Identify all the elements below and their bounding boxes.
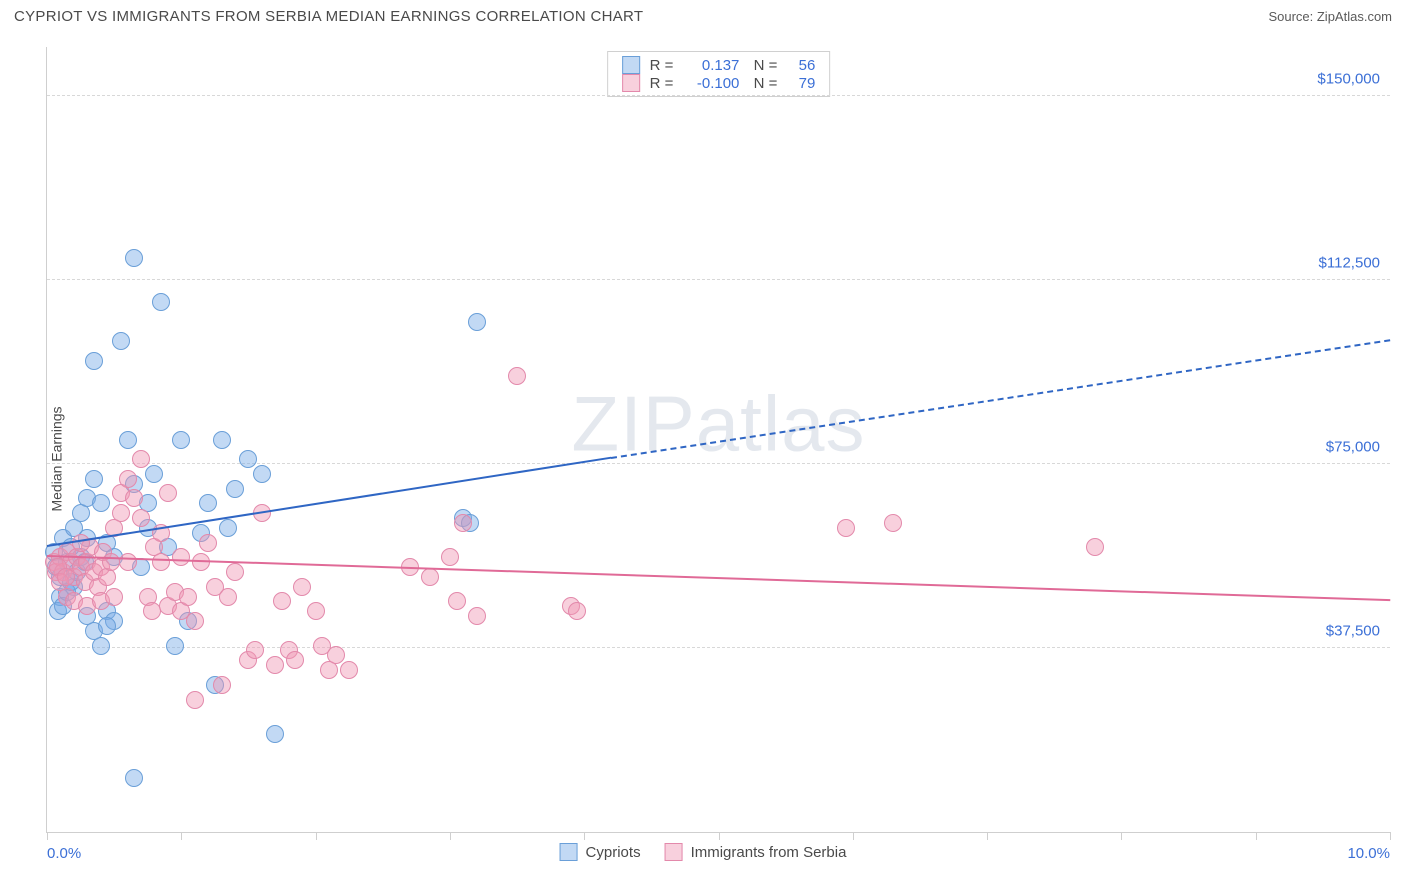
- x-tick: [719, 832, 720, 840]
- x-tick: [181, 832, 182, 840]
- data-point: [1086, 538, 1104, 556]
- x-tick: [987, 832, 988, 840]
- swatch-icon: [665, 843, 683, 861]
- data-point: [179, 588, 197, 606]
- data-point: [125, 489, 143, 507]
- y-tick-label: $150,000: [1317, 71, 1380, 88]
- data-point: [307, 602, 325, 620]
- data-point: [219, 588, 237, 606]
- data-point: [186, 612, 204, 630]
- data-point: [92, 494, 110, 512]
- x-tick-label: 10.0%: [1347, 845, 1390, 862]
- data-point: [132, 450, 150, 468]
- x-tick: [450, 832, 451, 840]
- data-point: [199, 534, 217, 552]
- data-point: [92, 637, 110, 655]
- data-point: [172, 548, 190, 566]
- data-point: [421, 568, 439, 586]
- data-point: [837, 519, 855, 537]
- data-point: [85, 352, 103, 370]
- data-point: [199, 494, 217, 512]
- data-point: [293, 578, 311, 596]
- x-tick-label: 0.0%: [47, 845, 81, 862]
- y-tick-label: $75,000: [1326, 439, 1380, 456]
- data-point: [226, 563, 244, 581]
- data-point: [213, 676, 231, 694]
- data-point: [119, 553, 137, 571]
- data-point: [166, 637, 184, 655]
- y-tick-label: $37,500: [1326, 623, 1380, 640]
- data-point: [119, 431, 137, 449]
- data-point: [273, 592, 291, 610]
- data-point: [145, 465, 163, 483]
- data-point: [246, 641, 264, 659]
- data-point: [253, 465, 271, 483]
- data-point: [152, 293, 170, 311]
- data-point: [468, 607, 486, 625]
- series-legend: Cypriots Immigrants from Serbia: [560, 843, 847, 861]
- data-point: [340, 661, 358, 679]
- x-tick: [853, 832, 854, 840]
- gridline: [47, 95, 1390, 96]
- data-point: [132, 509, 150, 527]
- data-point: [125, 249, 143, 267]
- data-point: [105, 588, 123, 606]
- data-point: [186, 691, 204, 709]
- chart-container: Median Earnings ZIPatlas R =0.137 N =56 …: [0, 29, 1406, 889]
- data-point: [219, 519, 237, 537]
- data-point: [57, 568, 75, 586]
- swatch-series-1: [622, 56, 640, 74]
- data-point: [327, 646, 345, 664]
- data-point: [112, 332, 130, 350]
- legend-row-2: R =-0.100 N =79: [622, 74, 816, 92]
- data-point: [119, 470, 137, 488]
- x-tick: [47, 832, 48, 840]
- data-point: [152, 553, 170, 571]
- x-tick: [1256, 832, 1257, 840]
- legend-item-1: Cypriots: [560, 843, 641, 861]
- x-tick: [1121, 832, 1122, 840]
- correlation-legend: R =0.137 N =56 R =-0.100 N =79: [607, 51, 831, 97]
- y-tick-label: $112,500: [1319, 255, 1380, 272]
- data-point: [454, 514, 472, 532]
- source-label: Source: ZipAtlas.com: [1268, 9, 1392, 24]
- x-tick: [316, 832, 317, 840]
- data-point: [112, 504, 130, 522]
- data-point: [286, 651, 304, 669]
- data-point: [448, 592, 466, 610]
- data-point: [468, 313, 486, 331]
- legend-row-1: R =0.137 N =56: [622, 56, 816, 74]
- trend-line: [47, 555, 1390, 601]
- data-point: [98, 617, 116, 635]
- data-point: [441, 548, 459, 566]
- data-point: [213, 431, 231, 449]
- legend-item-2: Immigrants from Serbia: [665, 843, 847, 861]
- swatch-icon: [560, 843, 578, 861]
- data-point: [85, 470, 103, 488]
- chart-title: CYPRIOT VS IMMIGRANTS FROM SERBIA MEDIAN…: [14, 8, 643, 25]
- x-tick: [584, 832, 585, 840]
- x-tick: [1390, 832, 1391, 840]
- data-point: [239, 450, 257, 468]
- data-point: [172, 431, 190, 449]
- data-point: [568, 602, 586, 620]
- data-point: [159, 484, 177, 502]
- data-point: [884, 514, 902, 532]
- data-point: [266, 656, 284, 674]
- gridline: [47, 279, 1390, 280]
- data-point: [508, 367, 526, 385]
- swatch-series-2: [622, 74, 640, 92]
- plot-area: ZIPatlas R =0.137 N =56 R =-0.100 N =79 …: [46, 47, 1390, 833]
- data-point: [266, 725, 284, 743]
- trend-line: [611, 339, 1390, 459]
- data-point: [226, 480, 244, 498]
- data-point: [125, 769, 143, 787]
